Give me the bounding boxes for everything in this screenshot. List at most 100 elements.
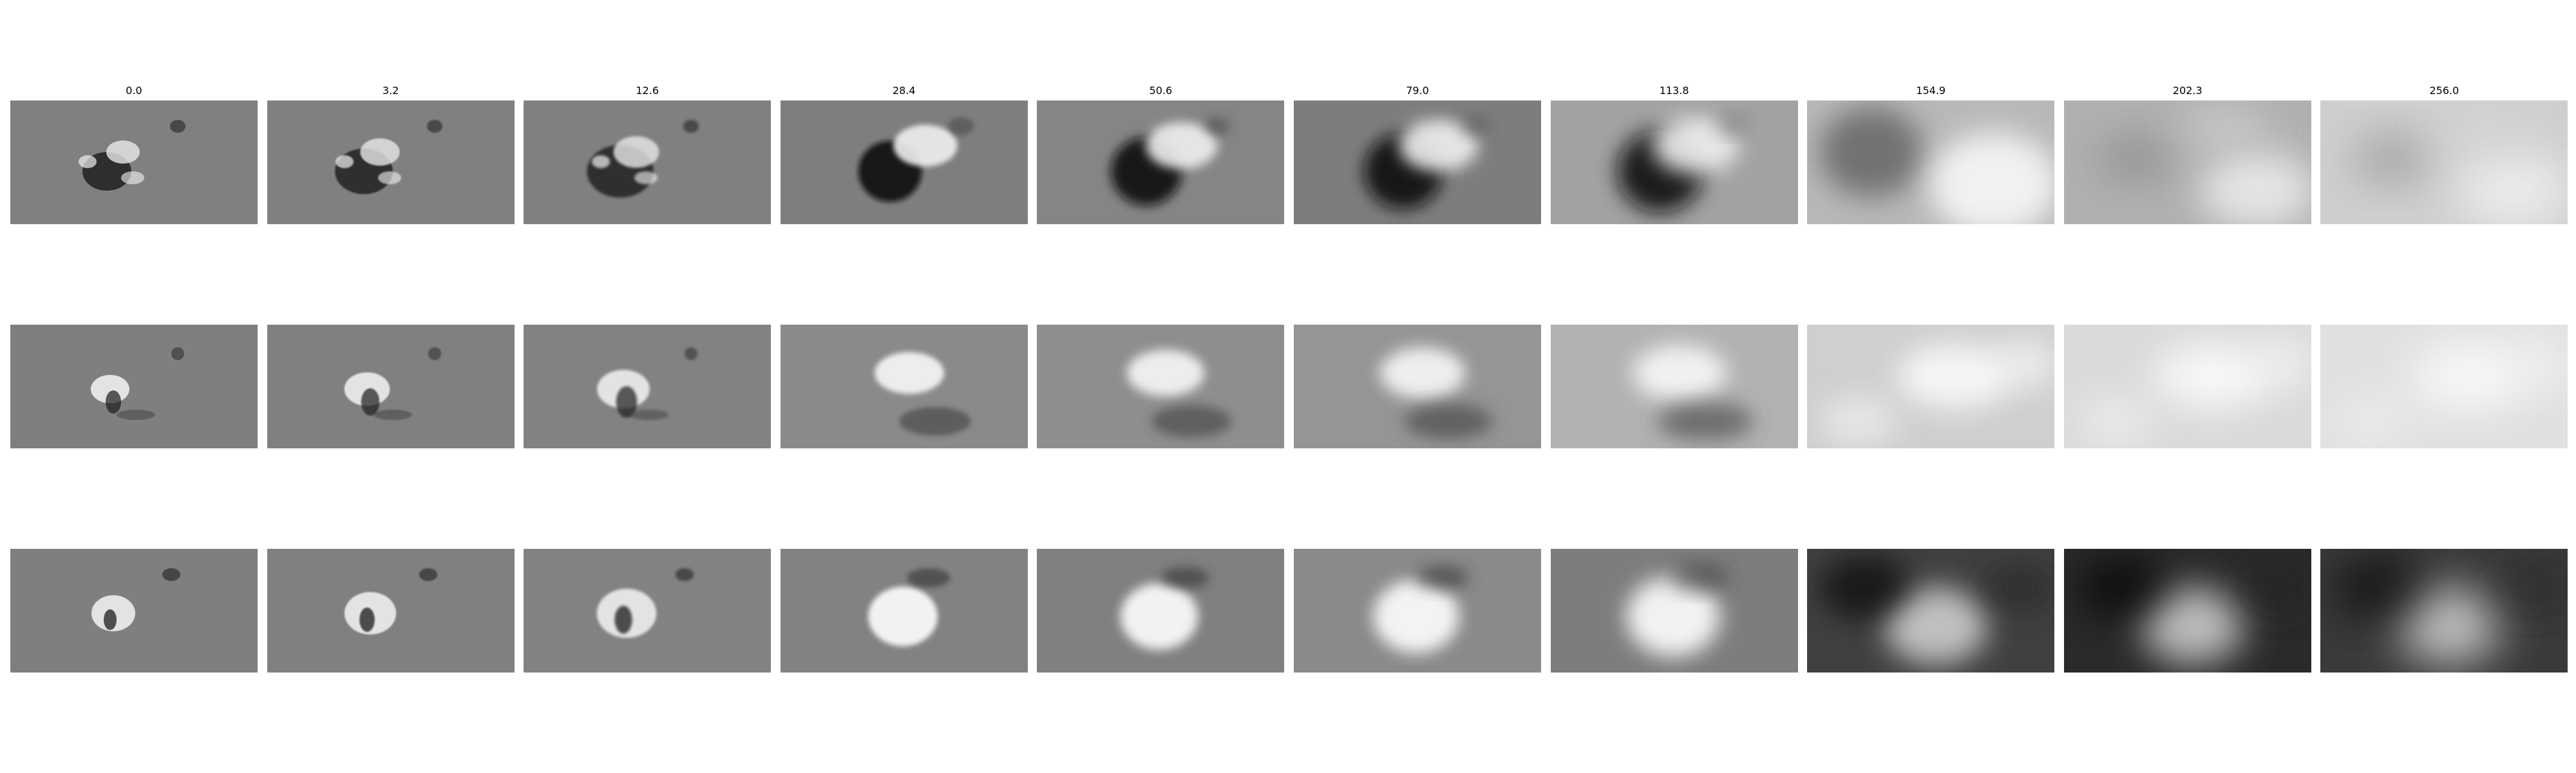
image-canvas bbox=[1550, 100, 1798, 224]
image-blob bbox=[685, 347, 698, 360]
image-tile bbox=[1807, 100, 2055, 224]
image-blob bbox=[2154, 344, 2270, 408]
image-tile bbox=[10, 100, 258, 224]
column-title: 79.0 bbox=[1406, 84, 1429, 97]
image-blob bbox=[1632, 345, 1727, 401]
image-blob bbox=[2076, 555, 2167, 620]
image-tile bbox=[1037, 100, 1285, 224]
image-blob bbox=[2076, 396, 2154, 447]
image-blob bbox=[1820, 555, 1911, 620]
image-background bbox=[10, 100, 258, 224]
image-blob bbox=[2199, 152, 2311, 224]
image-tile bbox=[524, 325, 772, 448]
image-blob bbox=[2410, 344, 2527, 408]
image-blob bbox=[683, 120, 699, 133]
image-canvas bbox=[267, 325, 515, 448]
image-blob bbox=[1981, 562, 2055, 613]
image-canvas bbox=[2320, 100, 2568, 224]
image-canvas bbox=[2063, 325, 2311, 448]
image-blob bbox=[106, 390, 121, 414]
image-blob bbox=[592, 155, 611, 168]
image-blob bbox=[1415, 566, 1469, 590]
image-blob bbox=[373, 410, 412, 420]
image-blob bbox=[1656, 402, 1754, 441]
image-blob bbox=[1820, 107, 1924, 197]
image-blob bbox=[1669, 565, 1728, 591]
image-blob bbox=[1146, 122, 1218, 169]
image-canvas bbox=[1294, 325, 1541, 448]
image-blob bbox=[613, 136, 659, 168]
image-blob bbox=[1884, 587, 1988, 665]
image-blob bbox=[1373, 580, 1459, 653]
image-blob bbox=[634, 171, 658, 184]
image-blob bbox=[121, 171, 144, 184]
image-tile bbox=[267, 549, 515, 673]
image-blob bbox=[2398, 587, 2501, 665]
image-blob bbox=[335, 155, 354, 168]
image-background bbox=[267, 325, 515, 448]
image-blob bbox=[893, 124, 958, 167]
image-blob bbox=[2494, 562, 2568, 613]
image-tile bbox=[267, 100, 515, 224]
image-blob bbox=[676, 568, 694, 581]
image-blob bbox=[1718, 117, 1744, 135]
image-blob bbox=[1399, 120, 1479, 171]
image-canvas bbox=[2063, 100, 2311, 224]
image-blob bbox=[428, 347, 441, 360]
image-canvas bbox=[2063, 549, 2311, 673]
image-blob bbox=[899, 406, 971, 436]
image-tile bbox=[1294, 549, 1541, 673]
column-title: 3.2 bbox=[382, 84, 399, 97]
image-tile bbox=[1807, 549, 2055, 673]
image-canvas bbox=[780, 100, 1028, 224]
column-title: 154.9 bbox=[1916, 84, 1946, 97]
image-tile bbox=[780, 100, 1028, 224]
image-tile bbox=[2063, 325, 2311, 448]
image-blob bbox=[361, 388, 379, 416]
image-blob bbox=[1127, 349, 1205, 397]
image-tile bbox=[1294, 100, 1541, 224]
column-title: 256.0 bbox=[2429, 84, 2459, 97]
image-blob bbox=[907, 568, 951, 587]
image-canvas bbox=[1550, 325, 1798, 448]
image-blob bbox=[359, 138, 400, 166]
image-blob bbox=[2250, 338, 2311, 389]
image-blob bbox=[426, 120, 442, 133]
image-blob bbox=[2436, 107, 2527, 146]
image-tile bbox=[2063, 549, 2311, 673]
image-tile bbox=[10, 549, 258, 673]
image-blob bbox=[630, 410, 669, 420]
image-blob bbox=[2237, 562, 2311, 613]
image-blob bbox=[2141, 587, 2244, 665]
image-blob bbox=[867, 586, 938, 647]
image-blob bbox=[1204, 117, 1231, 135]
column-title: 12.6 bbox=[636, 84, 659, 97]
image-tile bbox=[1037, 549, 1285, 673]
image-blob bbox=[947, 117, 974, 135]
image-canvas bbox=[1037, 549, 1285, 673]
image-blob bbox=[1161, 567, 1209, 589]
column-title: 28.4 bbox=[892, 84, 916, 97]
image-background bbox=[10, 325, 258, 448]
image-canvas bbox=[1037, 325, 1285, 448]
image-tile bbox=[780, 325, 1028, 448]
image-blob bbox=[614, 606, 632, 634]
image-blob bbox=[1994, 338, 2055, 389]
image-blob bbox=[162, 568, 180, 581]
image-tile bbox=[1550, 100, 1798, 224]
image-canvas bbox=[267, 100, 515, 224]
image-tile bbox=[10, 325, 258, 448]
image-canvas bbox=[267, 549, 515, 673]
image-canvas bbox=[1037, 100, 1285, 224]
image-blob bbox=[1897, 344, 2014, 408]
image-tile bbox=[2320, 325, 2568, 448]
image-blob bbox=[104, 609, 117, 630]
column-title: 50.6 bbox=[1149, 84, 1173, 97]
image-blob bbox=[1404, 403, 1493, 439]
image-blob bbox=[2456, 152, 2568, 224]
image-tile bbox=[780, 549, 1028, 673]
image-blob bbox=[2507, 338, 2568, 389]
image-blob bbox=[1820, 396, 1898, 447]
column-title: 113.8 bbox=[1659, 84, 1689, 97]
